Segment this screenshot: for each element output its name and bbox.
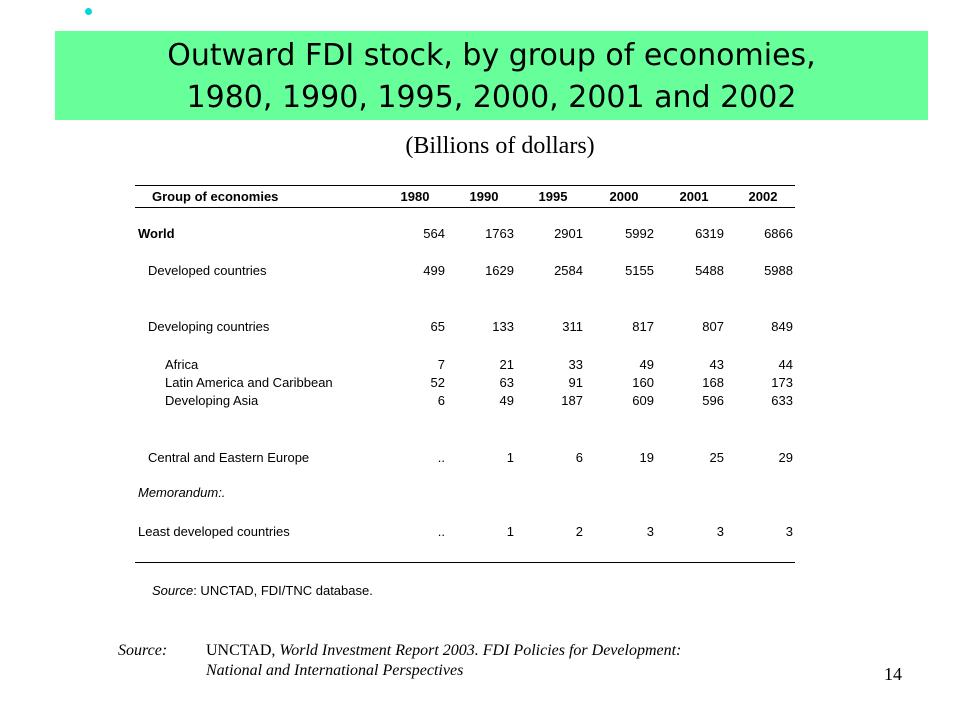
header-1990: 1990: [469, 189, 499, 204]
header-1980: 1980: [400, 189, 430, 204]
cell: 33: [568, 357, 583, 372]
cell: 2: [575, 524, 583, 539]
cell: 6319: [695, 226, 724, 241]
cell: 2584: [554, 263, 583, 278]
cell: 5155: [625, 263, 654, 278]
cell: 168: [702, 375, 724, 390]
footer-org: UNCTAD: [206, 642, 272, 659]
row-label: Developed countries: [148, 263, 267, 278]
table-row: Least developed countries .. 1 2 3 3 3: [135, 524, 795, 542]
table-row: Latin America and Caribbean 52 63 91 160…: [135, 375, 795, 393]
cell: 65: [430, 319, 445, 334]
title-line-1: Outward FDI stock, by group of economies…: [167, 38, 816, 73]
table-row: Developing Asia 6 49 187 609 596 633: [135, 393, 795, 411]
cell: 49: [639, 357, 654, 372]
cell: 499: [423, 263, 445, 278]
cell: 19: [639, 450, 654, 465]
cell: 5488: [695, 263, 724, 278]
cell: 6: [437, 393, 445, 408]
title-banner: Outward FDI stock, by group of economies…: [55, 31, 928, 120]
table-source-label: Source: [152, 583, 194, 598]
memorandum-row: Memorandum:.: [135, 485, 795, 503]
cell: 173: [771, 375, 793, 390]
cell: 849: [771, 319, 793, 334]
table-row: World 564 1763 2901 5992 6319 6866: [135, 226, 795, 244]
footer-source-body: UNCTAD, World Investment Report 2003. FD…: [206, 641, 826, 681]
row-label: Developing Asia: [165, 393, 259, 408]
table-row: Developed countries 499 1629 2584 5155 5…: [135, 263, 795, 281]
row-label: Developing countries: [148, 319, 270, 334]
cell: 1: [506, 524, 514, 539]
bullet-icon: [85, 8, 92, 15]
title-line-2: 1980, 1990, 1995, 2000, 2001 and 2002: [186, 80, 797, 115]
table-row: Africa 7 21 33 49 43 44: [135, 357, 795, 375]
cell: 1763: [485, 226, 514, 241]
table-row: Developing countries 65 133 311 817 807 …: [135, 319, 795, 337]
table-bottom-rule: [135, 562, 795, 563]
row-label: World: [138, 226, 175, 241]
row-label: Latin America and Caribbean: [165, 375, 333, 390]
row-label: Memorandum:.: [138, 485, 226, 500]
cell: 3: [716, 524, 724, 539]
cell: 6: [575, 450, 583, 465]
header-2000: 2000: [609, 189, 639, 204]
cell: 609: [632, 393, 654, 408]
cell: 3: [785, 524, 793, 539]
cell: 564: [423, 226, 445, 241]
row-label: Central and Eastern Europe: [148, 450, 310, 465]
cell: 21: [499, 357, 514, 372]
cell: 596: [702, 393, 724, 408]
cell: 633: [771, 393, 793, 408]
row-label: Least developed countries: [138, 524, 290, 539]
cell: 44: [778, 357, 793, 372]
header-group: Group of economies: [152, 189, 279, 204]
table-top-rule: [135, 185, 795, 186]
cell: 7: [437, 357, 445, 372]
cell: 807: [702, 319, 724, 334]
table-header-rule: [135, 207, 795, 208]
footer-source-label: Source:: [118, 642, 168, 659]
cell: 25: [709, 450, 724, 465]
cell: 63: [499, 375, 514, 390]
cell: 52: [430, 375, 445, 390]
table-source-note: Source: UNCTAD, FDI/TNC database.: [152, 583, 373, 598]
cell: 311: [562, 319, 583, 334]
page-number: 14: [884, 664, 902, 684]
cell: 29: [778, 450, 793, 465]
cell: 187: [561, 393, 583, 408]
cell: 5988: [764, 263, 793, 278]
cell: 49: [499, 393, 514, 408]
cell: ..: [437, 450, 445, 465]
cell: 6866: [764, 226, 793, 241]
footer-line1: , World Investment Report 2003. FDI Poli…: [271, 642, 682, 659]
cell: 43: [709, 357, 724, 372]
footer-line2: National and International Perspectives: [206, 662, 464, 679]
cell: 3: [646, 524, 654, 539]
header-2001: 2001: [679, 189, 709, 204]
table-source-text: : UNCTAD, FDI/TNC database.: [193, 583, 373, 598]
table-row: Central and Eastern Europe .. 1 6 19 25 …: [135, 450, 795, 468]
cell: 1: [506, 450, 514, 465]
table-header-row: Group of economies 1980 1990 1995 2000 2…: [135, 189, 795, 207]
row-label: Africa: [165, 357, 199, 372]
cell: 5992: [625, 226, 654, 241]
cell: 133: [492, 319, 514, 334]
cell: 1629: [485, 263, 514, 278]
cell: 817: [632, 319, 654, 334]
cell: 2901: [554, 226, 583, 241]
cell: 91: [568, 375, 583, 390]
subtitle: (Billions of dollars): [405, 133, 595, 159]
cell: 160: [632, 375, 654, 390]
cell: ..: [437, 524, 445, 539]
header-1995: 1995: [538, 189, 568, 204]
header-2002: 2002: [748, 189, 778, 204]
